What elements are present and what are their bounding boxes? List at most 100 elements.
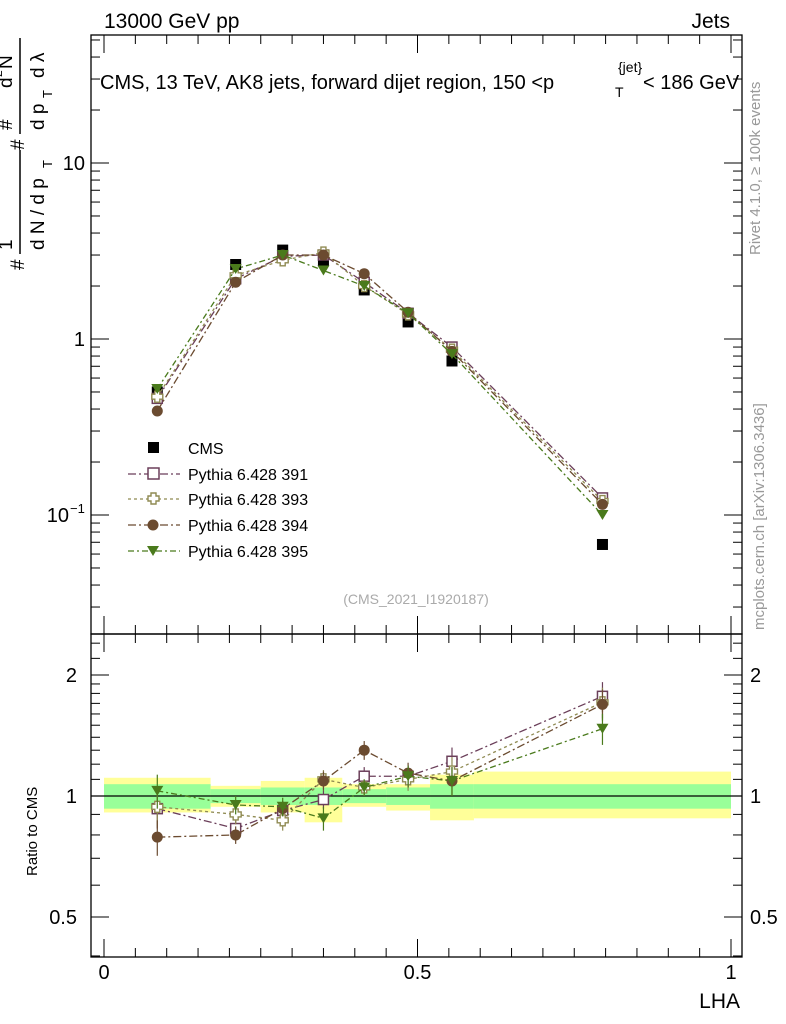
- main-series: [151, 244, 609, 550]
- legend-label-394: Pythia 6.428 394: [188, 518, 308, 535]
- data-point: [445, 349, 458, 360]
- ratio-y-tick-label: 1: [66, 786, 77, 808]
- ylabel-dpT: d p: [28, 104, 49, 130]
- ratio-point: [358, 744, 370, 756]
- ylabel-N: N: [0, 55, 17, 69]
- legend-label-cms: CMS: [188, 441, 224, 458]
- ylabel-dNdpT: d N / d p: [28, 178, 49, 250]
- ratio-point: [445, 775, 458, 786]
- main-y-tick-label: 1: [74, 329, 85, 351]
- data-point: [230, 276, 242, 288]
- ratio-y-tick-label: 0.5: [49, 907, 77, 929]
- legend: CMS Pythia 6.428 391 Pythia 6.428 393 Py…: [128, 441, 308, 561]
- ylabel-sq: 2: [0, 70, 5, 77]
- data-point: [596, 538, 608, 550]
- header-left: 13000 GeV pp: [104, 10, 239, 33]
- data-point: [317, 249, 329, 261]
- legend-entry-395: Pythia 6.428 395: [128, 544, 308, 561]
- y-axis-label: # 1 d N / d p T # # d p T d 2 N d λ: [0, 38, 55, 270]
- series-line: [156, 254, 603, 499]
- ratio-line: [157, 701, 603, 821]
- analysis-watermark: (CMS_2021_I1920187): [343, 591, 489, 607]
- ratio-series: [151, 682, 609, 856]
- ylabel-dlambda: d λ: [28, 52, 49, 78]
- rivet-version-label: Rivet 4.1.0, ≥ 100k events: [747, 82, 764, 255]
- ratio-point: [596, 698, 608, 710]
- ylabel-hash1: #: [8, 259, 29, 270]
- ratio-line: [157, 703, 603, 838]
- legend-marker-cms: [148, 442, 159, 453]
- ratio-y-tick-label-right: 1: [750, 786, 761, 808]
- header-right: Jets: [691, 10, 730, 33]
- ratio-y-tick-label: 2: [66, 665, 77, 687]
- legend-entry-cms: CMS: [148, 441, 224, 458]
- plot-title: CMS, 13 TeV, AK8 jets, forward dijet reg…: [100, 59, 740, 100]
- data-point: [358, 268, 370, 280]
- legend-marker-393: [147, 492, 160, 505]
- ratio-line: [157, 695, 603, 830]
- ratio-y-tick-label-right: 0.5: [750, 907, 778, 929]
- ratio-point: [276, 801, 289, 812]
- mcplots-label: mcplots.cern.ch [arXiv:1306.3436]: [751, 403, 768, 630]
- x-tick-label: 1: [725, 962, 736, 984]
- ratio-point: [317, 813, 330, 824]
- ratio-point: [317, 793, 330, 806]
- legend-label-395: Pythia 6.428 395: [188, 544, 308, 561]
- title-main: CMS, 13 TeV, AK8 jets, forward dijet reg…: [100, 72, 554, 94]
- data-point: [596, 498, 608, 510]
- legend-entry-394: Pythia 6.428 394: [128, 518, 308, 535]
- ratio-point: [229, 799, 242, 810]
- ylabel-hash2: #: [8, 139, 29, 150]
- data-point: [402, 316, 414, 328]
- title-sub-T: T: [615, 84, 624, 100]
- series-line: [156, 254, 603, 516]
- data-point: [358, 281, 371, 292]
- legend-label-391: Pythia 6.428 391: [188, 467, 308, 484]
- legend-marker-391: [147, 467, 160, 480]
- series-395: [151, 250, 609, 520]
- legend-marker-394: [147, 519, 159, 531]
- main-y-tick-label: 10: [63, 153, 85, 175]
- legend-entry-393: Pythia 6.428 393: [128, 492, 308, 509]
- ratio-point: [276, 814, 289, 827]
- title-sup-jet: {jet}: [618, 59, 642, 75]
- data-point: [402, 308, 415, 319]
- ratio-point: [151, 831, 163, 843]
- data-point: [596, 510, 609, 520]
- legend-marker-395: [147, 546, 159, 556]
- ylabel-T: T: [40, 160, 55, 168]
- data-point: [151, 405, 163, 417]
- x-tick-label: 0: [98, 962, 109, 984]
- ratio-point: [317, 775, 329, 787]
- ratio-point: [230, 829, 242, 841]
- ratio-uncertainty-bands: [104, 771, 731, 823]
- ratio-line: [157, 728, 603, 820]
- ylabel-hash3: #: [0, 119, 17, 130]
- data-point: [151, 383, 164, 394]
- ratio-point: [358, 782, 371, 793]
- data-point: [317, 265, 330, 276]
- ratio-point: [596, 723, 609, 734]
- ylabel-one: 1: [0, 239, 17, 250]
- ylabel-d2: d: [0, 77, 17, 88]
- ratio-y-axis-label: Ratio to CMS: [24, 787, 41, 876]
- title-tail: < 186 GeV: [643, 72, 740, 94]
- data-point: [151, 390, 164, 403]
- data-point: [276, 250, 289, 261]
- legend-label-393: Pythia 6.428 393: [188, 492, 308, 509]
- x-tick-label: 0.5: [404, 962, 432, 984]
- x-axis-label: LHA: [699, 990, 740, 1013]
- ratio-plot-frame: 0.5 0.5 1 1 2 2 0 0.5 1: [49, 633, 778, 984]
- series-line: [156, 251, 603, 502]
- main-y-tick-label-exp: −1: [70, 501, 85, 516]
- series-line: [156, 254, 603, 505]
- main-y-tick-label: 10: [47, 505, 69, 527]
- ylabel-T2: T: [40, 90, 55, 98]
- ratio-y-tick-label-right: 2: [750, 665, 761, 687]
- ratio-point: [402, 771, 415, 782]
- ratio-point: [151, 785, 164, 796]
- data-point: [446, 355, 458, 367]
- data-point: [229, 263, 242, 274]
